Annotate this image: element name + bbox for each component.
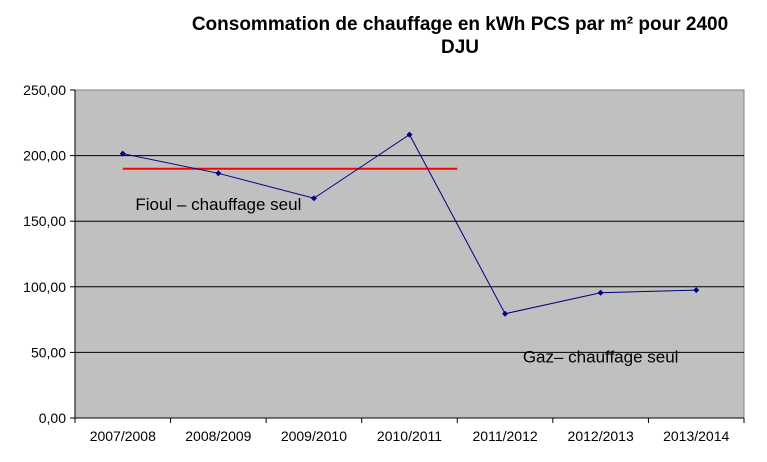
x-tick-label: 2007/2008 xyxy=(90,428,156,444)
y-tick-label: 50,00 xyxy=(31,344,66,360)
x-tick-label: 2013/2014 xyxy=(663,428,729,444)
data-point xyxy=(693,287,700,294)
y-tick-label: 150,00 xyxy=(23,213,66,229)
chart-title-line-1: Consommation de chauffage en kWh PCS par… xyxy=(191,14,729,35)
x-tick-label: 2008/2009 xyxy=(185,428,251,444)
data-point xyxy=(406,131,413,138)
data-point xyxy=(119,150,126,157)
data-point xyxy=(310,195,317,202)
y-tick-label: 100,00 xyxy=(23,279,66,295)
annotation: Gaz– chauffage seul xyxy=(523,347,679,366)
x-tick-label: 2011/2012 xyxy=(473,428,538,444)
x-tick-label: 2012/2013 xyxy=(568,428,634,444)
data-point xyxy=(597,289,604,296)
data-point xyxy=(502,310,509,317)
data-point xyxy=(215,170,222,177)
annotation: Fioul – chauffage seul xyxy=(135,195,301,214)
x-tick-label: 2009/2010 xyxy=(281,428,347,444)
chart-title-line-2: DJU xyxy=(440,37,479,58)
y-tick-label: 200,00 xyxy=(23,148,66,164)
plot-area xyxy=(74,89,745,419)
y-tick-label: 250,00 xyxy=(23,82,66,98)
y-tick-label: 0,00 xyxy=(39,410,66,426)
x-tick-label: 2010/2011 xyxy=(377,428,442,444)
